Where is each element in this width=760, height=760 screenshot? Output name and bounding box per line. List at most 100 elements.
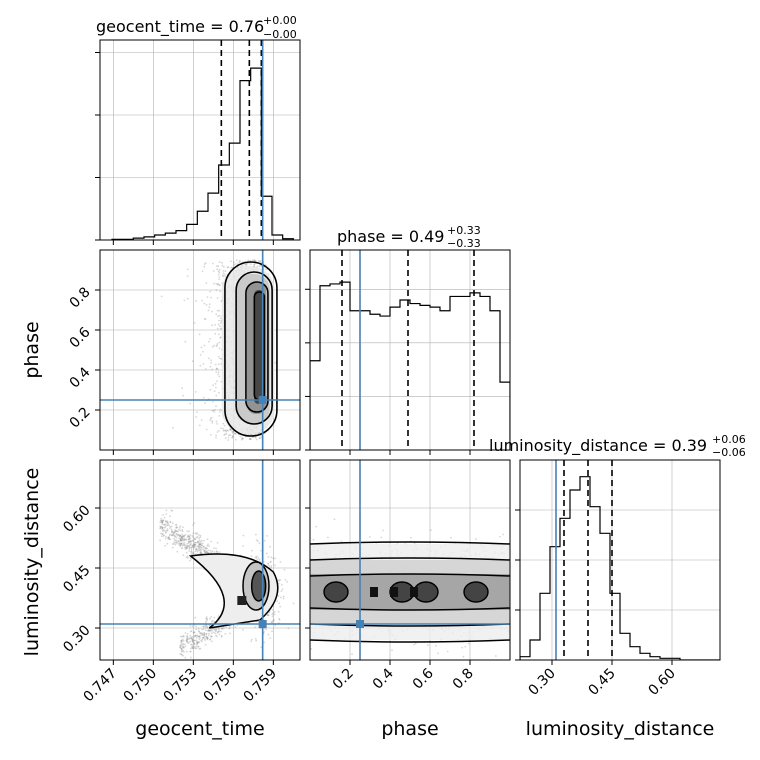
geocent-time-vs-luminosity-distance-sample-point xyxy=(242,545,245,547)
geocent-time-vs-phase-sample-point xyxy=(224,270,227,273)
geocent-time-vs-phase-sample-point xyxy=(204,368,207,370)
geocent-time-vs-luminosity-distance-sample-point xyxy=(191,546,194,548)
geocent-time-vs-luminosity-distance-sample-point xyxy=(197,635,200,638)
geocent-time-vs-phase-sample-point xyxy=(225,433,228,435)
geocent-time-vs-luminosity-distance-sample-point xyxy=(188,540,190,543)
geocent-time-hist-bin xyxy=(165,233,176,240)
geocent-time-vs-phase-sample-point xyxy=(219,325,221,328)
geocent-time-vs-phase-sample-point xyxy=(265,268,267,271)
geocent-time-vs-luminosity-distance-sample-point xyxy=(159,527,162,530)
geocent-time-vs-phase-sample-point xyxy=(220,357,223,360)
geocent-time-vs-phase-sample-point xyxy=(221,261,223,264)
geocent-time-vs-luminosity-distance-sample-point xyxy=(206,637,209,640)
geocent-time-vs-phase-sample-point xyxy=(248,438,251,441)
geocent-time-vs-luminosity-distance-sample-point xyxy=(189,624,192,627)
geocent-time-vs-luminosity-distance-sample-point xyxy=(190,549,193,551)
phase-hist-bars xyxy=(310,250,510,450)
geocent-time-vs-phase-sample-point xyxy=(207,309,210,312)
geocent-time-vs-luminosity-distance-sample-point xyxy=(283,569,286,571)
geocent-time-vs-luminosity-distance-sample-point xyxy=(169,538,172,541)
geocent-time-vs-luminosity-distance-sample-point xyxy=(185,640,188,643)
geocent-time-vs-phase-sample-point xyxy=(194,391,197,393)
geocent-time-vs-phase-sample-point xyxy=(203,302,206,305)
phase-vs-luminosity-distance-sample-point xyxy=(502,533,505,536)
phase-vs-luminosity-distance-sample-point xyxy=(368,536,371,538)
geocent-time-vs-luminosity-distance-sample-point xyxy=(192,545,195,547)
geocent-time-vs-phase-truth-marker xyxy=(258,396,267,404)
geocent-time-vs-luminosity-distance-sample-point xyxy=(180,650,183,653)
phase-vs-luminosity-distance-sample-point xyxy=(391,649,393,652)
geocent-time-vs-phase-sample-point xyxy=(210,359,213,361)
geocent-time-vs-luminosity-distance-sample-point xyxy=(209,638,211,641)
geocent-time-vs-phase-sample-point xyxy=(217,273,220,276)
geocent-time-vs-phase-sample-point xyxy=(250,438,252,441)
geocent-time-vs-luminosity-distance-sample-point xyxy=(188,547,191,550)
geocent-time-vs-luminosity-distance-sample-point xyxy=(172,531,175,534)
geocent-time-vs-luminosity-distance-sample-point xyxy=(198,534,200,536)
geocent-time-vs-luminosity-distance-sample-point xyxy=(187,542,190,545)
geocent-time-vs-phase-sample-point xyxy=(222,428,225,430)
geocent-time-vs-luminosity-distance-sample-point xyxy=(206,636,208,639)
geocent-time-vs-luminosity-distance-sample-point xyxy=(161,528,163,530)
geocent-time-vs-luminosity-distance-sample-point xyxy=(194,550,197,553)
geocent-time-vs-luminosity-distance-sample-point xyxy=(195,637,198,639)
geocent-time-vs-luminosity-distance-sample-point xyxy=(179,525,182,528)
geocent-time-vs-luminosity-distance-sample-point xyxy=(195,625,197,628)
geocent-time-vs-luminosity-distance-sample-point xyxy=(167,537,169,539)
geocent-time-vs-luminosity-distance-sample-point xyxy=(191,534,194,537)
geocent-time-vs-luminosity-distance-sample-point xyxy=(258,542,261,544)
geocent-time-vs-phase-sample-point xyxy=(210,296,212,299)
geocent-time-vs-phase-sample-point xyxy=(219,336,222,339)
geocent-time-vs-luminosity-distance-sample-point xyxy=(284,578,287,581)
geocent-time-vs-luminosity-distance-sample-point xyxy=(164,523,167,526)
geocent-time-vs-luminosity-distance-sample-point xyxy=(279,579,282,581)
geocent-time-vs-luminosity-distance-sample-point xyxy=(213,551,216,554)
geocent-time-vs-luminosity-distance-sample-point xyxy=(174,543,177,546)
geocent-time-vs-luminosity-distance-sample-point xyxy=(200,544,203,546)
geocent-time-vs-phase-sample-point xyxy=(206,296,209,298)
geocent-time-vs-luminosity-distance-sample-point xyxy=(180,647,183,650)
geocent-time-vs-luminosity-distance-sample-point xyxy=(189,650,192,653)
geocent-time-vs-luminosity-distance-sample-point xyxy=(187,535,190,538)
geocent-time-vs-luminosity-distance-sample-point xyxy=(193,635,196,638)
geocent-time-vs-luminosity-distance-sample-point xyxy=(168,534,171,537)
geocent-time-vs-luminosity-distance-sample-point xyxy=(218,628,220,630)
geocent-time-vs-phase-sample-point xyxy=(222,422,225,425)
panel-phase-hist xyxy=(305,249,511,455)
geocent-time-vs-phase-sample-point xyxy=(218,341,221,344)
geocent-time-vs-luminosity-distance-sample-point xyxy=(197,630,200,633)
geocent-time-vs-phase-sample-point xyxy=(211,324,213,327)
geocent-time-vs-luminosity-distance-sample-point xyxy=(173,541,176,544)
geocent-time-vs-phase-sample-point xyxy=(213,411,216,413)
geocent-time-vs-luminosity-distance-sample-point xyxy=(188,550,191,552)
geocent-time-vs-phase-sample-point xyxy=(209,338,212,340)
phase-vs-luminosity-distance-sample-point xyxy=(312,538,315,541)
geocent-time-vs-luminosity-distance-sample-point xyxy=(272,619,275,622)
geocent-time-vs-phase-sample-point xyxy=(215,386,217,389)
geocent-time-vs-phase-sample-point xyxy=(201,270,204,273)
geocent-time-vs-luminosity-distance-sample-point xyxy=(200,542,203,545)
geocent-time-vs-luminosity-distance-sample-point xyxy=(171,546,174,549)
geocent-time-vs-luminosity-distance-sample-point xyxy=(172,522,174,525)
geocent-time-vs-luminosity-distance-sample-point xyxy=(160,526,163,528)
geocent-time-vs-luminosity-distance-sample-point xyxy=(180,653,183,656)
geocent-time-vs-phase-sample-point xyxy=(218,347,221,350)
panel-geocent-time-hist xyxy=(95,39,301,245)
geocent-time-hist-bin xyxy=(251,68,262,240)
geocent-time-vs-luminosity-distance-sample-point xyxy=(177,533,180,536)
geocent-time-vs-luminosity-distance-sample-point xyxy=(292,602,295,605)
geocent-time-vs-luminosity-distance-sample-point xyxy=(161,526,164,529)
geocent-time-vs-phase-sample-point xyxy=(208,340,210,343)
geocent-time-vs-phase-sample-point xyxy=(199,354,202,356)
geocent-time-vs-luminosity-distance-sample-point xyxy=(263,560,265,563)
geocent-time-vs-luminosity-distance-sample-point xyxy=(202,625,205,628)
geocent-time-vs-phase-sample-point xyxy=(218,415,221,417)
geocent-time-vs-luminosity-distance-sample-point xyxy=(204,621,207,624)
geocent-time-vs-luminosity-distance-sample-point xyxy=(162,519,165,522)
geocent-time-vs-luminosity-distance-sample-point xyxy=(181,646,184,649)
geocent-time-vs-phase-sample-point xyxy=(230,260,232,263)
geocent-time-vs-phase-sample-point xyxy=(260,265,263,267)
geocent-time-vs-luminosity-distance-sample-point xyxy=(161,530,164,533)
geocent-time-vs-luminosity-distance-sample-point xyxy=(165,524,168,527)
geocent-time-vs-luminosity-distance-sample-point xyxy=(199,540,202,543)
